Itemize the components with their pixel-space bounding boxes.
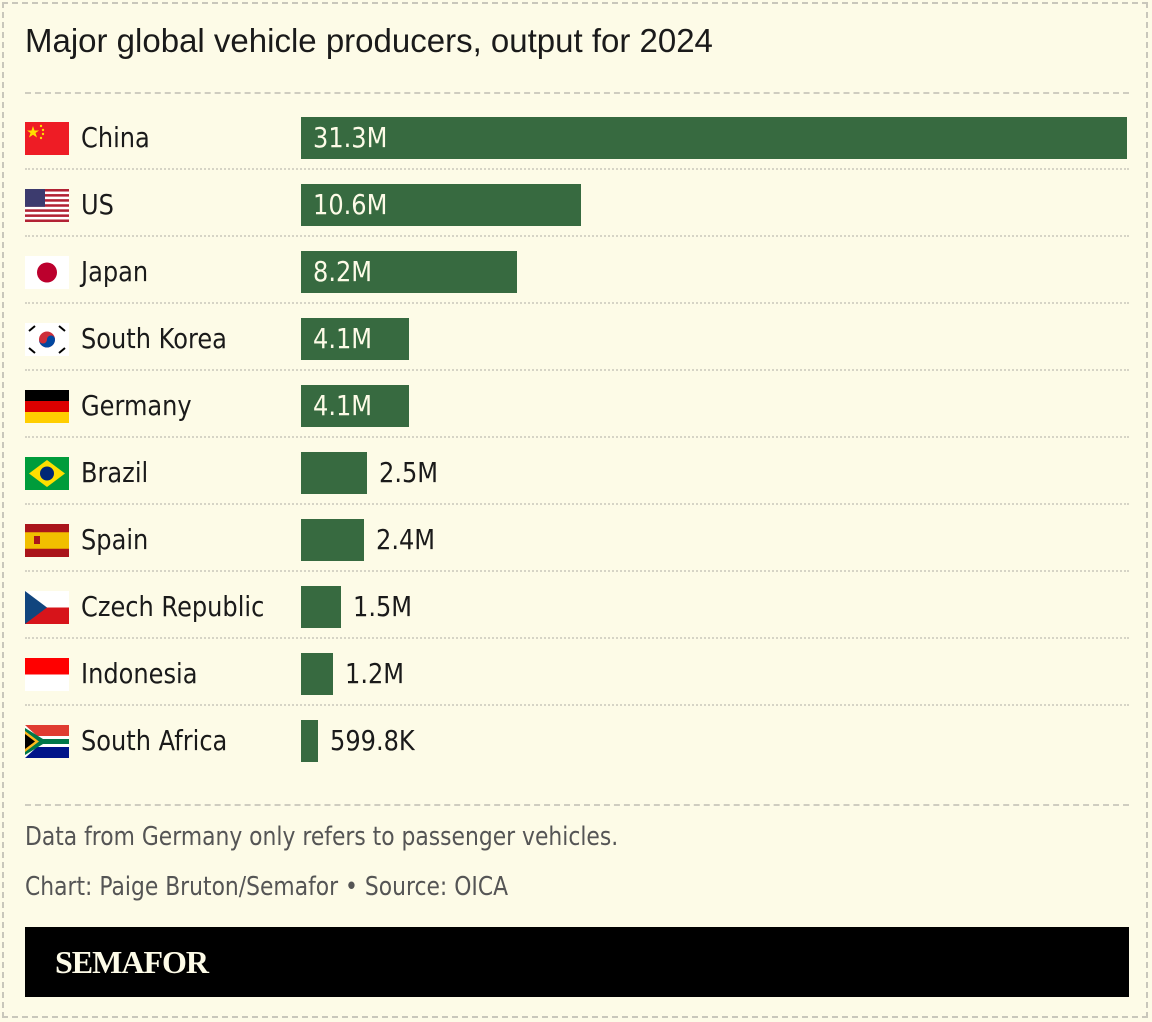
data-label: 2.4M	[376, 523, 436, 556]
bar-row: Czech Republic 1.5M	[25, 572, 1129, 639]
row-separator	[25, 570, 1129, 572]
indonesia-flag-icon	[25, 658, 69, 691]
data-label: 4.1M	[313, 389, 373, 422]
category-label: Spain	[81, 523, 149, 556]
row-separator	[25, 704, 1129, 706]
category-label: China	[81, 121, 150, 154]
bar-row: Indonesia 1.2M	[25, 639, 1129, 706]
bar	[301, 586, 341, 628]
chart-credit: Chart: Paige Bruton/Semafor • Source: OI…	[25, 872, 509, 902]
south-africa-flag-icon	[25, 725, 69, 758]
row-separator	[25, 503, 1129, 505]
data-label: 31.3M	[313, 121, 388, 154]
china-flag-icon	[25, 122, 69, 155]
divider	[25, 804, 1129, 806]
row-separator	[25, 436, 1129, 438]
south-korea-flag-icon	[25, 323, 69, 356]
category-label: Japan	[81, 255, 149, 288]
bar	[301, 452, 367, 494]
bar-row: China 31.3M	[25, 103, 1129, 170]
category-label: Indonesia	[81, 657, 198, 690]
brazil-flag-icon	[25, 457, 69, 490]
bar-row: South Africa 599.8K	[25, 706, 1129, 773]
bar-row: Spain 2.4M	[25, 505, 1129, 572]
row-separator	[25, 637, 1129, 639]
data-label: 2.5M	[378, 456, 439, 489]
germany-flag-icon	[25, 390, 69, 423]
bar	[301, 385, 410, 427]
bar	[301, 519, 365, 561]
semafor-logo: SEMAFOR	[55, 944, 209, 980]
row-separator	[25, 235, 1129, 237]
category-label: US	[81, 188, 114, 221]
data-label: 8.2M	[313, 255, 373, 288]
data-label: 599.8K	[330, 724, 415, 757]
category-label: Germany	[81, 389, 192, 422]
row-separator	[25, 369, 1129, 371]
category-label: Czech Republic	[81, 590, 265, 623]
bar-row: Germany 4.1M	[25, 371, 1129, 438]
data-label: 1.2M	[344, 657, 404, 690]
bar-row: US 10.6M	[25, 170, 1129, 237]
bar-row: Japan 8.2M	[25, 237, 1129, 304]
bar	[301, 720, 318, 762]
data-label: 4.1M	[313, 322, 373, 355]
data-label: 10.6M	[313, 188, 388, 221]
row-separator	[25, 302, 1129, 304]
category-label: South Africa	[81, 724, 228, 757]
category-label: Brazil	[81, 456, 149, 489]
brand-bar: SEMAFOR	[25, 927, 1129, 997]
bar-row: Brazil 2.5M	[25, 438, 1129, 505]
bar-row: South Korea 4.1M	[25, 304, 1129, 371]
bar	[301, 653, 333, 695]
divider	[25, 92, 1129, 94]
bar	[301, 318, 410, 360]
bar	[301, 184, 581, 226]
chart-title: Major global vehicle producers, output f…	[25, 22, 713, 59]
chart-note: Data from Germany only refers to passeng…	[25, 822, 619, 852]
bar	[301, 117, 1127, 159]
bar	[301, 251, 518, 293]
japan-flag-icon	[25, 256, 69, 289]
category-label: South Korea	[81, 322, 227, 355]
czech-republic-flag-icon	[25, 591, 69, 624]
row-separator	[25, 168, 1129, 170]
data-label: 1.5M	[352, 590, 412, 623]
us-flag-icon	[25, 189, 69, 222]
spain-flag-icon	[25, 524, 69, 557]
